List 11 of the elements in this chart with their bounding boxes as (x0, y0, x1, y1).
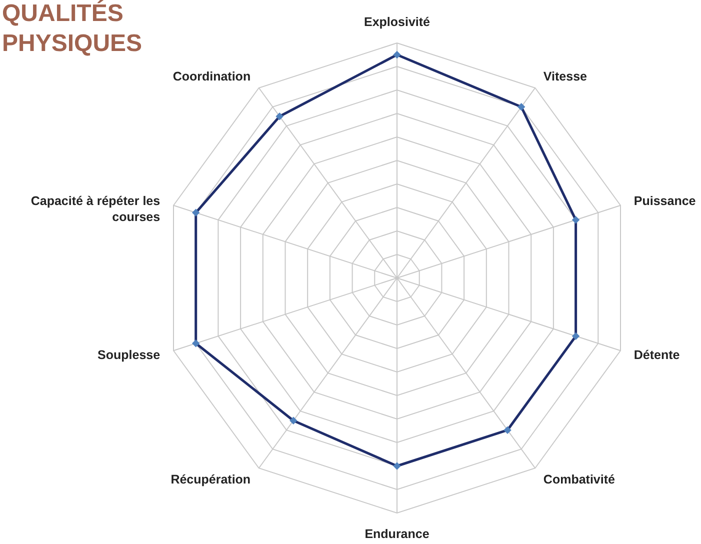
spoke-label: Explosivité (364, 14, 430, 29)
spoke-label: Capacité à répéter les courses (30, 194, 160, 224)
chart-title: QUALITÉS PHYSIQUES (2, 0, 142, 57)
spoke-label: Puissance (634, 194, 696, 208)
spoke-label: Endurance (364, 527, 430, 542)
spoke-label: Coordination (172, 69, 251, 84)
spoke-label: Détente (634, 348, 680, 362)
spoke-label: Récupération (170, 472, 251, 487)
spoke-label: Souplesse (98, 348, 160, 362)
spoke-label: Vitesse (543, 69, 588, 84)
spoke-label: Combativité (543, 472, 616, 487)
